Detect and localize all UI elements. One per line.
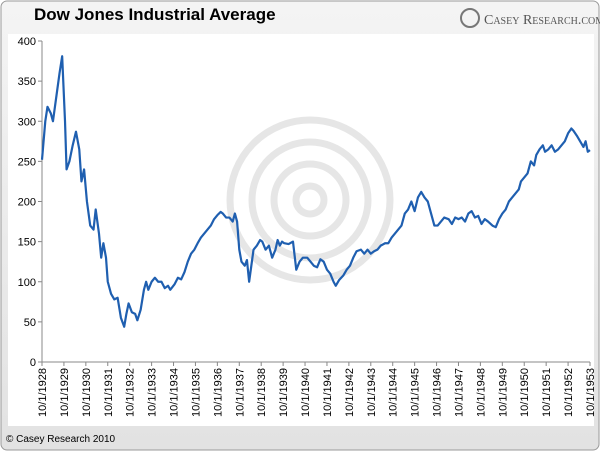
x-tick-label: 10/1/1943: [366, 368, 378, 417]
x-tick-label: 10/1/1934: [169, 368, 181, 417]
x-tick-label: 10/1/1937: [234, 368, 246, 417]
brand-logo: [460, 8, 480, 28]
plot-background: [8, 34, 594, 426]
x-tick-label: 10/1/1930: [81, 368, 93, 417]
x-tick-label: 10/1/1948: [475, 368, 487, 417]
x-tick-label: 10/1/1931: [103, 368, 115, 417]
y-tick-label: 200: [18, 197, 36, 209]
x-tick-label: 10/1/1950: [519, 368, 531, 417]
y-tick-label: 350: [18, 76, 36, 88]
x-tick-label: 10/1/1935: [190, 368, 202, 417]
x-tick-label: 10/1/1946: [432, 368, 444, 417]
y-tick-label: 50: [24, 317, 36, 329]
y-tick-label: 0: [30, 357, 36, 369]
x-tick-label: 10/1/1944: [388, 368, 400, 417]
x-tick-label: 10/1/1949: [497, 368, 509, 417]
x-tick-label: 10/1/1942: [344, 368, 356, 417]
x-tick-label: 10/1/1951: [541, 368, 553, 417]
line-series: [40, 55, 591, 328]
brand: Casey Research.com: [484, 13, 600, 28]
plot: 0 50 100 150 200 250 300 350 400 10/1/1928 10/1/19…: [18, 36, 597, 417]
x-tick-label: 10/1/1933: [147, 368, 159, 417]
x-tick-label: 10/1/1936: [212, 368, 224, 417]
y-tick-label: 100: [18, 277, 36, 289]
x-tick-label: 10/1/1939: [278, 368, 290, 417]
chart-title: Dow Jones Industrial Average: [34, 5, 276, 24]
y-tick-label: 250: [18, 156, 36, 168]
y-tick-label: 400: [18, 36, 36, 48]
x-tick-label: 10/1/1929: [59, 368, 71, 417]
y-tick-label: 150: [18, 237, 36, 249]
x-tick-label: 10/1/1938: [256, 368, 268, 417]
x-tick-label: 10/1/1953: [585, 368, 597, 417]
x-tick-label: 10/1/1947: [453, 368, 465, 417]
x-tick-label: 10/1/1952: [563, 368, 575, 417]
x-tick-label: 10/1/1940: [300, 368, 312, 417]
x-tick-label: 10/1/1941: [322, 368, 334, 417]
x-tick-label: 10/1/1932: [125, 368, 137, 417]
watermark: [226, 116, 394, 284]
footer: © Casey Research 2010: [6, 434, 116, 445]
y-tick-label: 300: [18, 116, 36, 128]
x-tick-label: 10/1/1928: [37, 368, 49, 417]
x-tick-label: 10/1/1945: [410, 368, 422, 417]
